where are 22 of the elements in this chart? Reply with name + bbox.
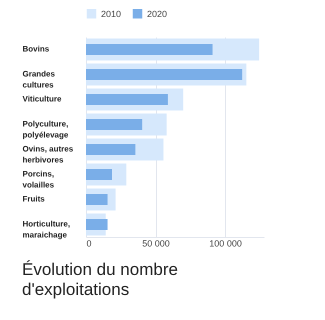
bar (86, 169, 112, 180)
y-tick-label: Horticulture, maraichage (22, 220, 70, 240)
x-tick-label: 100 000 (209, 238, 242, 248)
y-tick-label: Grandes cultures (22, 70, 56, 90)
legend-label: 2010 (101, 8, 122, 19)
x-tick-label: 0 (86, 238, 92, 248)
y-tick-label: Polyculture, polyélevage (22, 120, 69, 140)
y-tick-label: Fruits (22, 194, 46, 204)
text: Évolution du nombre d'exploitations (22, 260, 178, 299)
bar (86, 94, 168, 105)
bar (86, 119, 142, 130)
bar (86, 194, 108, 205)
y-tick-label: Porcins, volailles (22, 170, 55, 190)
bar (86, 219, 108, 230)
bar (86, 69, 242, 80)
bar (86, 144, 136, 155)
x-tick-label: 50 000 (142, 238, 170, 248)
y-tick-label: Ovins, autres herbivores (22, 144, 74, 164)
y-tick-label: Viticulture (22, 94, 62, 104)
legend-label: 2020 (147, 8, 168, 19)
y-tick-label: Bovins (22, 44, 50, 54)
bar (86, 44, 213, 55)
